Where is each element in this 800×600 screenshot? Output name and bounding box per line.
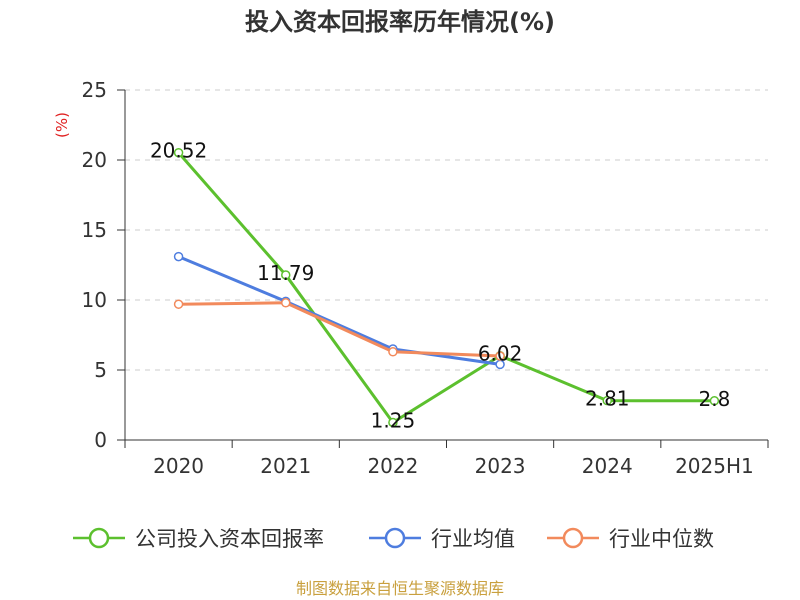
x-tick-label: 2023 [475, 454, 526, 478]
y-tick-label: 15 [82, 218, 107, 242]
data-point [173, 251, 184, 262]
data-point [173, 299, 184, 309]
legend-line-circle-icon [547, 527, 599, 549]
legend-item-company-roic[interactable]: 公司投入资本回报率 [73, 520, 324, 556]
x-tick-label: 2020 [153, 454, 204, 478]
data-point [709, 396, 720, 406]
legend-line-circle-icon [369, 527, 421, 549]
legend-label: 行业均值 [431, 527, 515, 551]
data-label: 11.79 [257, 261, 314, 285]
x-tick-label: 2025H1 [675, 454, 754, 478]
y-axis-title: (%) [53, 112, 71, 138]
legend: 公司投入资本回报率 行业均值 行业中位数 [0, 520, 800, 556]
data-label: 1.25 [371, 409, 416, 433]
data-point [173, 147, 184, 158]
y-tick-label: 20 [82, 148, 107, 172]
data-label: 20.52 [150, 139, 207, 163]
x-tick-label: 2022 [367, 454, 418, 478]
data-label: 2.81 [585, 387, 630, 411]
data-point [388, 417, 398, 428]
x-tick-label: 2021 [260, 454, 311, 478]
data-label: 6.02 [478, 342, 523, 366]
series-line-2 [178, 301, 501, 358]
data-point [495, 351, 505, 361]
legend-line-circle-icon [73, 527, 125, 549]
data-source-note: 制图数据来自恒生聚源数据库 [295, 579, 504, 598]
legend-item-industry-median[interactable]: 行业中位数 [547, 520, 714, 556]
legend-label: 公司投入资本回报率 [135, 527, 324, 551]
legend-label: 行业中位数 [609, 527, 714, 551]
x-tick-label: 2024 [582, 454, 633, 478]
data-point [388, 347, 398, 357]
series-line-0 [177, 151, 715, 424]
y-tick-label: 5 [94, 358, 107, 382]
chart-title: 投入资本回报率历年情况(%) [245, 8, 555, 36]
legend-item-industry-mean[interactable]: 行业均值 [369, 520, 515, 556]
y-tick-label: 0 [94, 428, 107, 452]
y-tick-label: 25 [82, 78, 107, 102]
series-line-1 [178, 255, 501, 366]
data-label: 2.8 [699, 387, 731, 411]
data-point [281, 298, 291, 308]
data-point [281, 270, 291, 280]
data-point [602, 395, 612, 406]
y-tick-label: 10 [82, 288, 107, 312]
